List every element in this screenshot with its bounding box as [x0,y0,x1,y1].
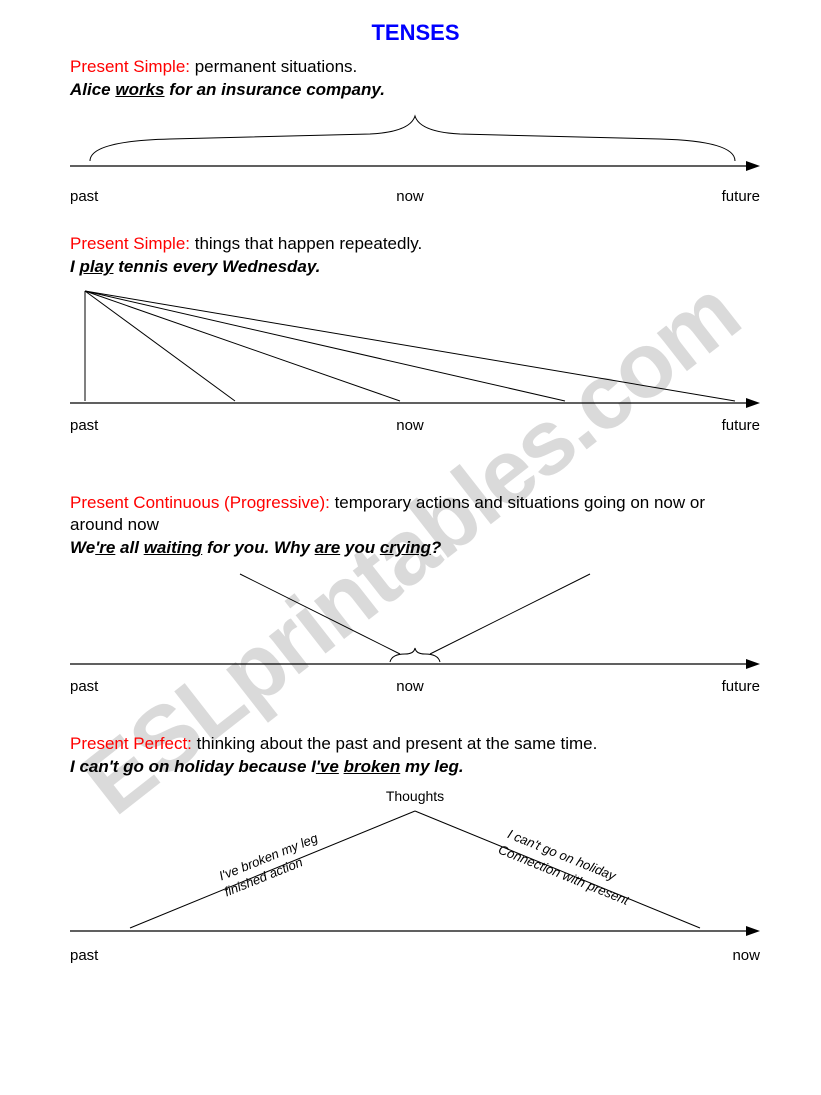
tense-label: Present Continuous (Progressive): [70,493,330,512]
timeline-svg: Thoughts I've broken my leg finished act… [70,783,760,943]
axis-now: now [732,947,760,964]
heading: Present Continuous (Progressive): tempor… [70,492,761,536]
axis-future: future [722,188,760,205]
axis-future: future [722,678,760,695]
section-present-perfect: Present Perfect: thinking about the past… [70,733,761,964]
example: Alice works for an insurance company. [70,80,761,100]
diagram-timeline: past now future [70,106,760,205]
tense-desc: things that happen repeatedly. [190,234,422,253]
axis-past: past [70,947,98,964]
axis-future: future [722,417,760,434]
tense-label: Present Simple: [70,234,190,253]
thoughts-label: Thoughts [386,788,444,804]
axis-labels: past now future [70,188,760,205]
diagram-timeline: Thoughts I've broken my leg finished act… [70,783,760,964]
axis-past: past [70,678,98,695]
page-title: TENSES [70,20,761,46]
section-present-continuous: Present Continuous (Progressive): tempor… [70,492,761,695]
axis-now: now [396,417,424,434]
axis-now: now [396,188,424,205]
tense-label: Present Perfect: [70,734,192,753]
page-content: TENSES Present Simple: permanent situati… [0,0,821,1012]
axis-past: past [70,417,98,434]
timeline-svg [70,106,760,184]
section-present-simple-repeated: Present Simple: things that happen repea… [70,233,761,434]
axis-past: past [70,188,98,205]
heading: Present Simple: things that happen repea… [70,233,761,255]
diagram-timeline: past now future [70,564,760,695]
tense-desc: permanent situations. [190,57,357,76]
tense-desc: thinking about the past and present at t… [192,734,597,753]
example: I play tennis every Wednesday. [70,257,761,277]
axis-labels: past now future [70,678,760,695]
heading: Present Perfect: thinking about the past… [70,733,761,755]
timeline-svg [70,564,760,674]
axis-labels: past now [70,947,760,964]
timeline-svg [70,283,760,413]
axis-now: now [396,678,424,695]
diagram-timeline: past now future [70,283,760,434]
heading: Present Simple: permanent situations. [70,56,761,78]
section-present-simple-permanent: Present Simple: permanent situations. Al… [70,56,761,205]
example: I can't go on holiday because I've broke… [70,757,761,777]
axis-labels: past now future [70,417,760,434]
tense-label: Present Simple: [70,57,190,76]
example: We're all waiting for you. Why are you c… [70,538,761,558]
